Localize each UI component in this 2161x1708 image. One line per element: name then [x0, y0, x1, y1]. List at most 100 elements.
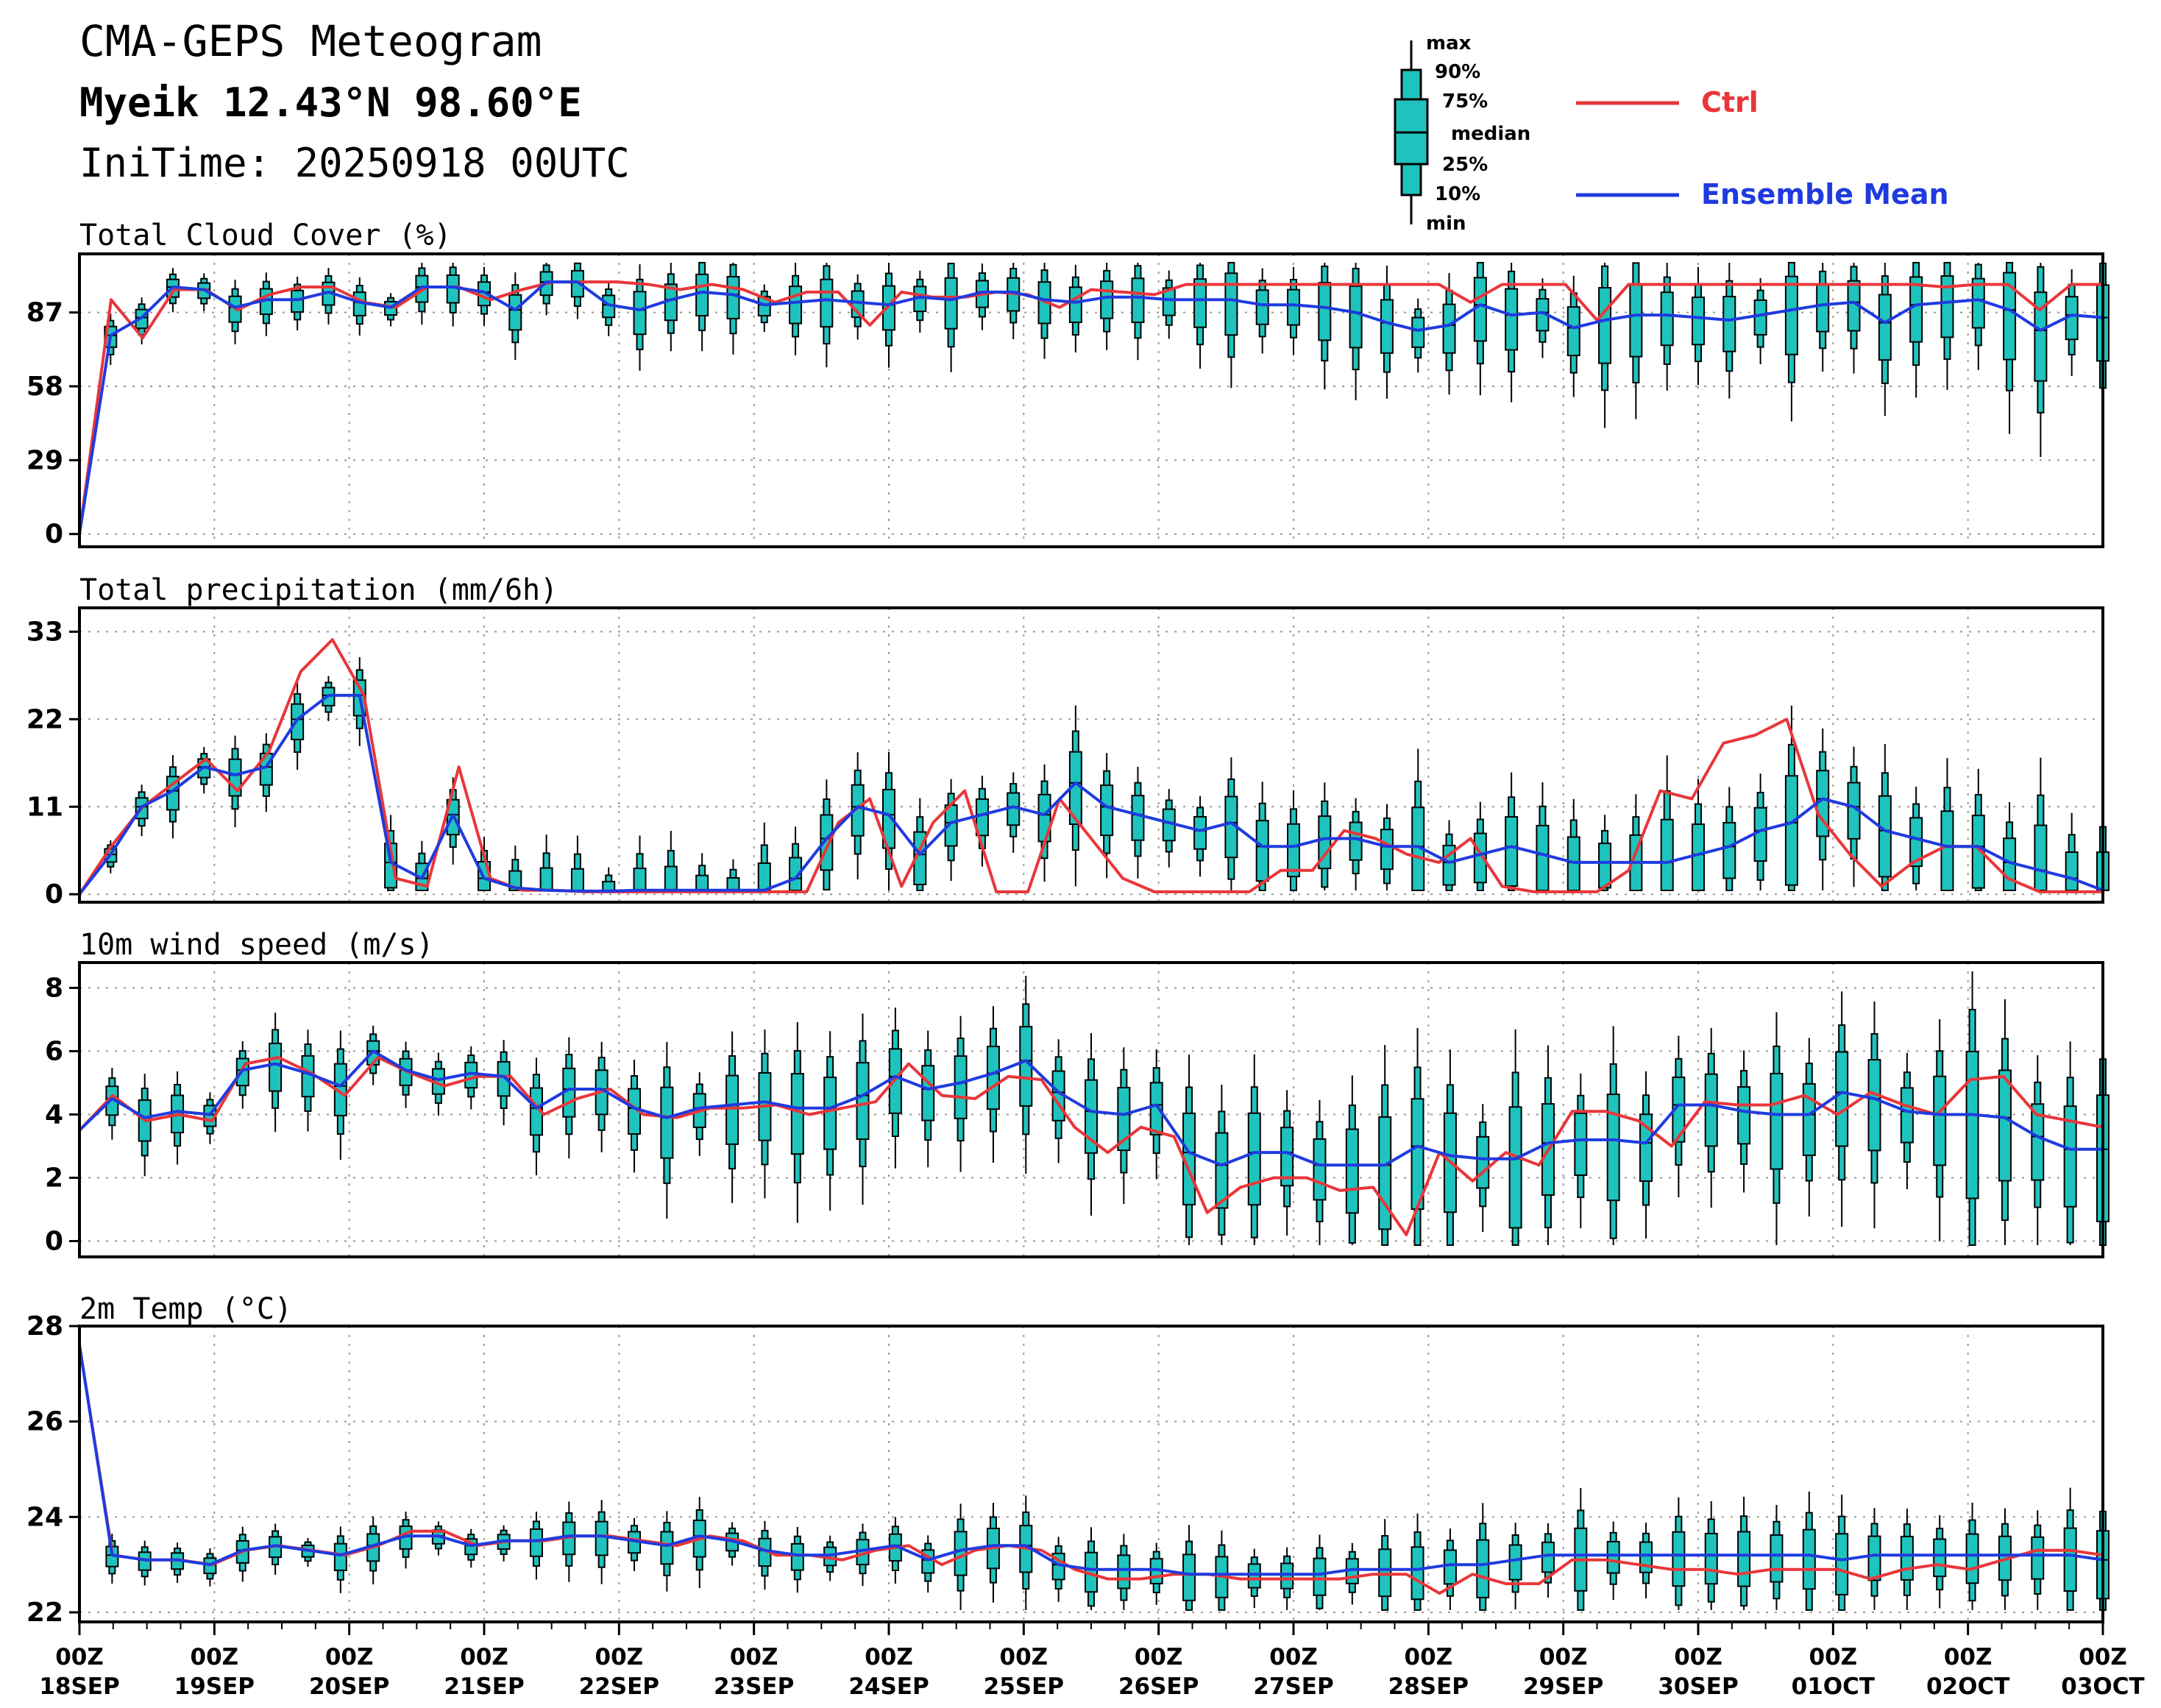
box-inner — [1878, 294, 1892, 361]
box-inner — [539, 867, 553, 892]
box-inner — [726, 876, 740, 892]
y-tick-label: 58 — [26, 372, 63, 402]
x-tick-label-hour: 00Z — [1135, 1644, 1183, 1670]
box-inner — [1639, 1113, 1653, 1183]
box-inner — [1162, 287, 1176, 316]
legend-mean-label: Ensemble Mean — [1701, 178, 1949, 210]
box-inner — [1505, 288, 1519, 351]
box-inner — [695, 874, 709, 892]
box-inner — [1660, 291, 1674, 347]
box-inner — [595, 1520, 608, 1556]
box-inner — [954, 1055, 968, 1119]
x-tick-label-date: 29SEP — [1523, 1673, 1603, 1700]
box-inner — [1933, 1075, 1947, 1166]
x-tick-label-hour: 00Z — [55, 1644, 104, 1670]
box-inner — [1629, 283, 1643, 358]
box-inner — [1411, 316, 1425, 348]
box-inner — [1287, 288, 1300, 326]
x-tick-label-hour: 00Z — [1405, 1644, 1453, 1670]
box-inner — [1193, 278, 1207, 328]
box-inner — [790, 1073, 804, 1155]
box-inner — [2063, 1105, 2077, 1208]
panel-frame — [78, 252, 2104, 548]
x-tick-label-hour: 00Z — [191, 1644, 239, 1670]
mean-series-line — [78, 1049, 2103, 1167]
box-inner — [944, 277, 958, 330]
box-inner — [1287, 823, 1300, 878]
box-inner — [1473, 832, 1487, 884]
box-inner — [921, 1065, 935, 1121]
box-inner — [1835, 1051, 1849, 1147]
box-inner — [1660, 818, 1674, 892]
box-inner — [1598, 843, 1612, 889]
box-inner — [1737, 1086, 1751, 1145]
box-inner — [1737, 1531, 1751, 1587]
box-inner — [1784, 275, 1798, 355]
box-inner — [291, 289, 305, 313]
mean-series-line — [78, 1344, 2104, 1576]
mean-series-line — [78, 693, 2104, 896]
y-tick-label: 22 — [26, 704, 63, 734]
box-inner — [633, 291, 647, 336]
box-inner — [856, 1062, 870, 1141]
box-inner — [602, 880, 616, 892]
x-tick-label-date: 24SEP — [848, 1673, 929, 1700]
box-inner — [2065, 851, 2079, 891]
box-inner — [1692, 297, 1705, 346]
legend-label-median: median — [1451, 123, 1530, 145]
box-inner — [2031, 1103, 2045, 1181]
box-inner — [2003, 272, 2017, 361]
x-tick-label-date: 19SEP — [174, 1673, 255, 1700]
box-inner — [1933, 1538, 1947, 1578]
legend-label-min: min — [1426, 213, 1466, 235]
box-inner — [1722, 296, 1736, 352]
ctrl-series-line — [78, 1344, 2104, 1595]
box-inner — [570, 269, 584, 298]
legend-label-75: 75% — [1442, 91, 1488, 113]
x-tick-label-hour: 00Z — [1809, 1644, 1858, 1670]
box-inner — [1100, 784, 1114, 837]
box-inner — [1878, 795, 1892, 878]
x-tick-label-date: 21SEP — [444, 1673, 524, 1700]
legend-ctrl-label: Ctrl — [1701, 86, 1759, 118]
chart-title: CMA-GEPS Meteogram — [79, 16, 542, 66]
box-inner — [820, 278, 834, 328]
box-inner — [1313, 1557, 1327, 1596]
box-inner — [1280, 1562, 1294, 1590]
box-inner — [1802, 1528, 1816, 1590]
box-inner — [1247, 1563, 1261, 1589]
x-tick-label-date: 26SEP — [1118, 1673, 1199, 1700]
box-inner — [2034, 824, 2048, 892]
x-tick-label-date: 22SEP — [579, 1673, 659, 1700]
box-inner — [1131, 795, 1145, 841]
x-tick-label-hour: 00Z — [1269, 1644, 1318, 1670]
legend-label-90: 90% — [1435, 61, 1480, 83]
box-inner — [1900, 1535, 1914, 1581]
box-inner — [1255, 820, 1269, 882]
ctrl-series-line — [78, 1056, 2104, 1236]
box-inner — [1255, 289, 1269, 325]
box-inner — [1193, 815, 1207, 850]
panel-title-cloud: Total Cloud Cover (%) — [79, 219, 452, 252]
box-inner — [1313, 1138, 1327, 1201]
box-inner — [1318, 815, 1332, 870]
box-inner — [882, 285, 895, 331]
box-inner — [1117, 1554, 1131, 1590]
y-tick-label: 24 — [26, 1502, 63, 1532]
box-inner — [1508, 1544, 1522, 1581]
box-inner — [1318, 282, 1332, 341]
y-tick-label: 0 — [45, 879, 63, 910]
box-series — [105, 971, 2109, 1247]
box-inner — [508, 294, 522, 331]
box-inner — [1704, 1073, 1718, 1147]
y-tick-label: 6 — [45, 1036, 63, 1066]
panel-2: 0 2 4 6 8 — [45, 961, 2109, 1258]
panel-frame — [78, 961, 2104, 1258]
box-inner — [1410, 1098, 1424, 1211]
panel-0: 0 29 58 87 — [26, 252, 2109, 550]
box-inner — [660, 1086, 674, 1159]
box-inner — [1867, 1059, 1881, 1152]
box-inner — [1349, 821, 1363, 861]
y-tick-label: 0 — [45, 520, 63, 550]
